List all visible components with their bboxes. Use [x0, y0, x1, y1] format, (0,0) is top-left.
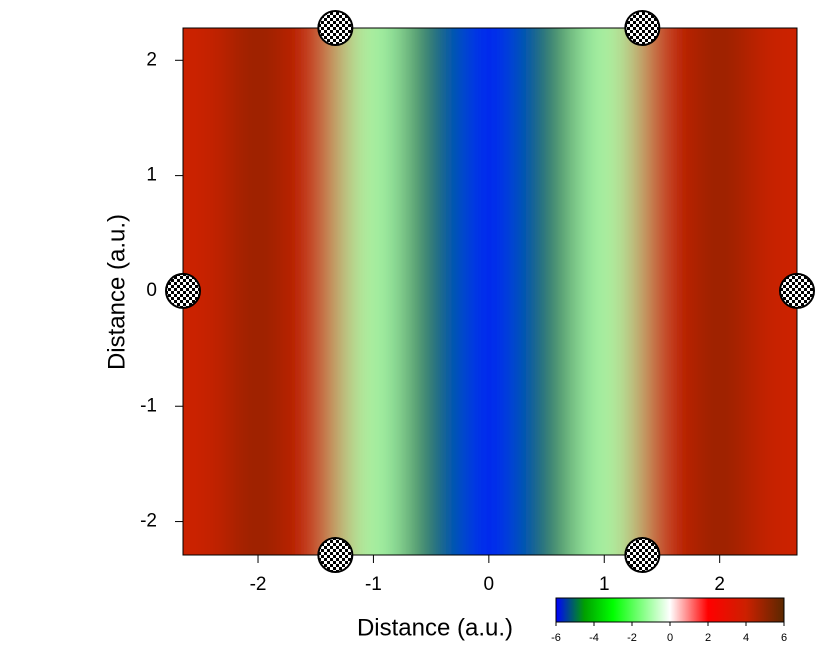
heat-cell: [690, 28, 750, 523]
colorbar-tick-label: 4: [743, 632, 749, 644]
heatmap: [183, 28, 797, 555]
x-tick-label: 0: [484, 574, 495, 595]
y-axis-label: Distance (a.u.): [103, 214, 130, 370]
y-tick-label: 0: [146, 280, 157, 301]
heat-cell: [748, 28, 797, 523]
heat-cell: [575, 28, 634, 523]
x-axis-label: Distance (a.u.): [357, 614, 513, 641]
atom: [779, 272, 815, 309]
heat-cell: [517, 28, 576, 523]
y-tick-label: -1: [140, 395, 157, 416]
colorbar: [555, 597, 785, 623]
colorbar-tick-label: -4: [589, 632, 599, 644]
colorbar-tick-label: 6: [781, 632, 787, 644]
atom: [317, 537, 354, 573]
atom: [165, 272, 201, 309]
y-tick-label: 2: [146, 49, 157, 70]
heat-cell: [402, 28, 461, 523]
heat-cell: [286, 28, 346, 523]
y-tick-label: 1: [146, 165, 157, 186]
heat-cell: [344, 28, 403, 523]
atom: [624, 10, 661, 46]
heat-cell: [459, 28, 519, 523]
x-tick-label: -2: [250, 574, 267, 595]
colorbar-tick-label: 2: [705, 632, 711, 644]
y-tick-label: -2: [140, 511, 157, 532]
x-tick-label: -1: [365, 574, 382, 595]
x-tick-label: 1: [599, 574, 610, 595]
colorbar-tick-label: -2: [627, 632, 637, 644]
heat-cell: [183, 28, 230, 523]
atom: [317, 10, 354, 46]
colorbar-tick-label: 0: [667, 632, 673, 644]
atom: [624, 537, 661, 573]
heat-cell: [229, 28, 288, 523]
heat-cell: [633, 28, 692, 523]
colorbar-tick-label: -6: [551, 632, 561, 644]
x-tick-label: 2: [714, 574, 725, 595]
